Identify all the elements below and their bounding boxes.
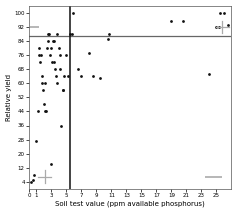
Point xyxy=(87,52,91,55)
Point xyxy=(71,11,75,14)
Point xyxy=(45,46,49,50)
Point xyxy=(37,46,41,50)
Point xyxy=(53,60,56,64)
Point xyxy=(226,23,230,27)
Point xyxy=(47,32,51,36)
Point xyxy=(46,39,50,43)
Point xyxy=(98,76,102,80)
Point xyxy=(55,81,59,85)
Point xyxy=(80,74,83,78)
Point xyxy=(39,53,43,57)
Point xyxy=(35,140,38,143)
Point xyxy=(218,11,222,14)
Point xyxy=(32,173,36,177)
Point xyxy=(44,81,47,85)
Point xyxy=(62,74,66,78)
Point xyxy=(49,163,53,166)
Point xyxy=(57,46,61,50)
Point xyxy=(68,32,72,36)
Point xyxy=(76,67,80,71)
Point xyxy=(106,37,110,41)
Point xyxy=(54,74,58,78)
Point xyxy=(217,25,221,28)
Point xyxy=(40,74,44,78)
Point xyxy=(38,53,41,57)
Y-axis label: Relative yield: Relative yield xyxy=(5,74,12,121)
Point xyxy=(47,32,50,36)
Point xyxy=(51,39,55,43)
Point xyxy=(36,110,40,113)
Point xyxy=(61,89,65,92)
Point xyxy=(66,74,70,78)
Point xyxy=(65,53,68,57)
Point xyxy=(50,60,54,64)
Point xyxy=(214,25,218,28)
Point xyxy=(91,74,95,78)
Point xyxy=(169,20,173,23)
Point xyxy=(42,103,46,106)
Point xyxy=(53,67,57,71)
Point xyxy=(41,89,45,92)
Point xyxy=(31,178,35,182)
Point xyxy=(56,32,59,36)
Point xyxy=(29,180,33,184)
Point xyxy=(48,53,52,57)
Point xyxy=(52,39,56,43)
Point xyxy=(70,32,74,36)
Point xyxy=(50,46,53,50)
Point xyxy=(58,53,62,57)
Point xyxy=(62,89,65,92)
Point xyxy=(222,11,226,14)
Point xyxy=(44,110,48,113)
Point xyxy=(59,67,62,71)
Point xyxy=(207,73,211,76)
Point xyxy=(41,81,44,85)
Point xyxy=(181,20,185,23)
Point xyxy=(38,60,42,64)
Point xyxy=(43,110,47,113)
Point xyxy=(59,124,63,127)
X-axis label: Soil test value (ppm available phosphorus): Soil test value (ppm available phosphoru… xyxy=(55,201,205,207)
Point xyxy=(107,32,111,36)
